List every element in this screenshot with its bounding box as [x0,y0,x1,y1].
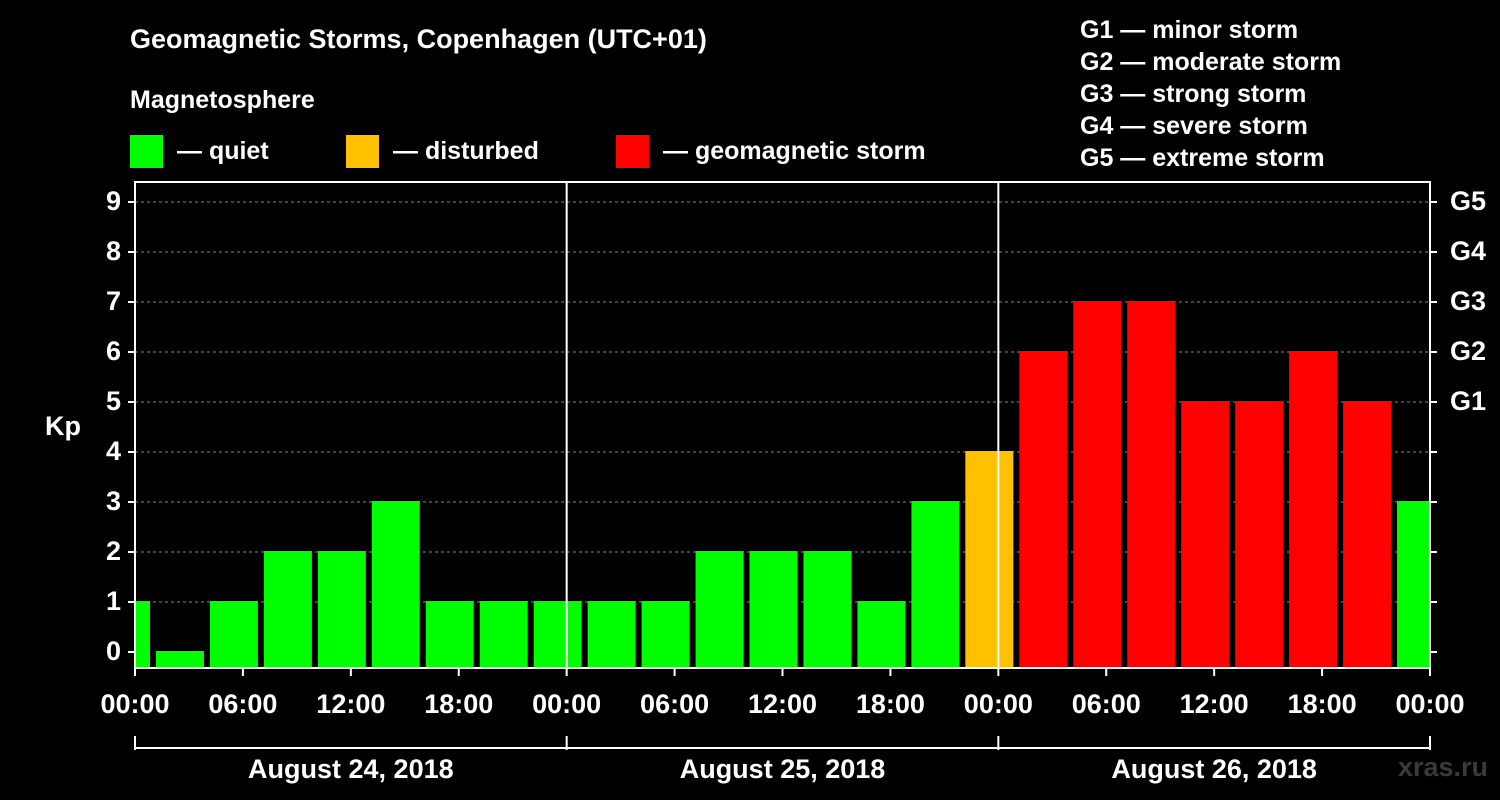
bar [155,651,204,668]
storm-scale-g5: G5 — extreme storm [1080,144,1325,172]
legend-item-storm: — geomagnetic storm [616,134,926,168]
x-tick-label: 00:00 [964,689,1033,719]
y-tick-label: 4 [106,436,121,466]
x-tick-label: 06:00 [208,689,277,719]
storm-scale-g3: G3 — strong storm [1080,80,1307,108]
g-tick-label: G3 [1450,286,1486,316]
bar [425,601,474,668]
y-tick-label: 0 [106,636,121,666]
bar [911,501,960,668]
bar [479,601,528,668]
x-tick-label: 06:00 [640,689,709,719]
bar [857,601,906,668]
chart-title: Geomagnetic Storms, Copenhagen (UTC+01) [130,24,707,54]
bar [1127,301,1176,668]
bar [587,601,636,668]
bar [209,601,258,668]
legend-swatch-quiet [130,134,163,168]
day-label: August 24, 2018 [248,754,454,784]
legend-label-disturbed: — disturbed [393,136,539,165]
bar [695,551,744,668]
legend-item-disturbed: — disturbed [346,134,539,168]
bar [803,551,852,668]
bar [533,601,582,668]
y-tick-label: 5 [106,386,121,416]
y-tick-label: 3 [106,486,121,516]
y-axis-label: Kp [45,411,81,441]
x-tick-label: 06:00 [1072,689,1141,719]
bar [317,551,366,668]
y-tick-label: 8 [106,236,121,266]
bar [136,601,150,668]
x-tick-label: 00:00 [1395,689,1464,719]
bar [371,501,420,668]
day-label: August 25, 2018 [680,754,886,784]
legend-title: Magnetosphere [130,86,315,114]
legend-label-quiet: — quiet [177,136,269,165]
legend-swatch-disturbed [346,134,379,168]
g-tick-label: G5 [1450,186,1486,216]
legend-label-storm: — geomagnetic storm [663,136,926,165]
bar [263,551,312,668]
bar [1073,301,1122,668]
y-tick-label: 9 [106,186,121,216]
bar [965,451,1014,668]
watermark: xras.ru [1397,752,1488,782]
bar [1019,351,1068,668]
x-tick-label: 12:00 [748,689,817,719]
day-label: August 26, 2018 [1111,754,1317,784]
bar [1289,351,1338,668]
storm-scale-g1: G1 — minor storm [1080,16,1299,44]
bar [1343,401,1392,668]
x-tick-label: 18:00 [1288,689,1357,719]
bar [749,551,798,668]
g-tick-label: G2 [1450,336,1486,366]
x-tick-label: 12:00 [1180,689,1249,719]
storm-scale-g2: G2 — moderate storm [1080,48,1342,76]
y-tick-label: 2 [106,536,121,566]
x-tick-label: 18:00 [424,689,493,719]
bar [1181,401,1230,668]
legend-swatch-storm [616,134,649,168]
x-tick-label: 12:00 [316,689,385,719]
bar [641,601,690,668]
bar [1235,401,1284,668]
bar [1397,501,1429,668]
g-tick-label: G4 [1450,236,1486,266]
y-tick-label: 6 [106,336,121,366]
y-tick-label: 7 [106,286,121,316]
storm-scale-g4: G4 — severe storm [1080,112,1308,140]
x-tick-label: 00:00 [532,689,601,719]
x-tick-label: 00:00 [100,689,169,719]
y-tick-label: 1 [106,586,121,616]
g-tick-label: G1 [1450,386,1486,416]
x-tick-label: 18:00 [856,689,925,719]
legend-item-quiet: — quiet [130,134,269,168]
storm-scale-legend: G1 — minor storm G2 — moderate storm G3 … [1080,14,1341,174]
